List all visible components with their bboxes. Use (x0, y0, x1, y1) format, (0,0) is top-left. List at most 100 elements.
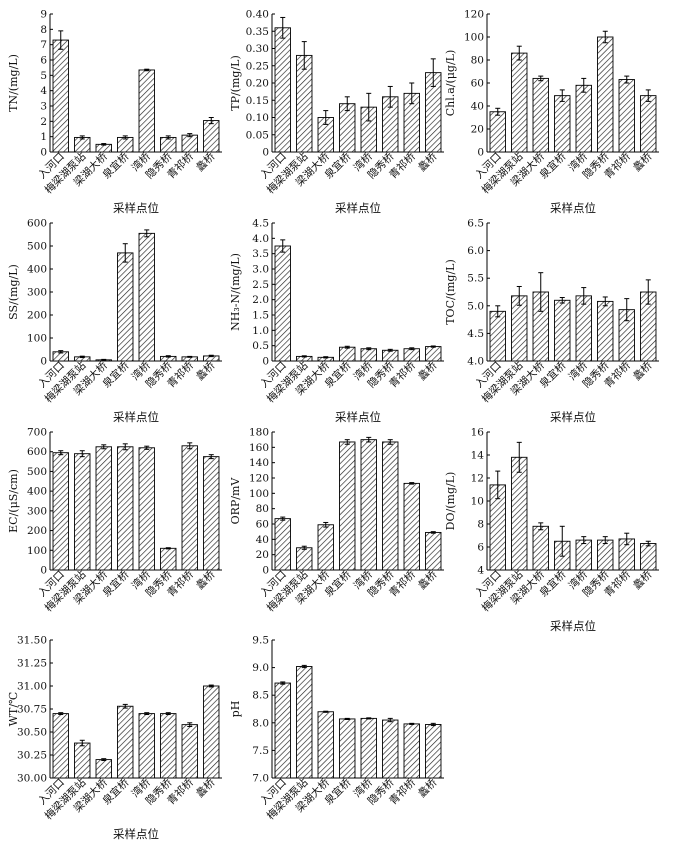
y-tick-label: 160 (249, 442, 269, 454)
chart-panel: 46810121416入河口梅梁湖泵站梁湖大桥泉宜桥湾桥隐秀桥青祁桥蠡桥DO/(… (444, 427, 659, 633)
bar (181, 724, 198, 779)
y-axis-label: TN/(mg/L) (7, 54, 20, 112)
y-tick-label: 7 (40, 39, 47, 51)
y-tick-label: 3.0 (252, 264, 269, 276)
y-tick-label: 200 (27, 525, 47, 537)
y-tick-label: 300 (27, 287, 47, 299)
y-tick-label: 0 (262, 565, 269, 577)
bar (296, 547, 313, 571)
y-tick-label: 120 (464, 9, 484, 21)
y-tick-label: 16 (471, 427, 485, 439)
y-tick-label: 0.05 (246, 129, 269, 141)
y-tick-label: 30.00 (17, 773, 47, 785)
x-tick-label: 蠡桥 (193, 776, 217, 800)
y-tick-label: 0.10 (246, 112, 269, 124)
chart-panel: 0123456789入河口梅梁湖泵站梁湖大桥泉宜桥湾桥隐秀桥青祁桥蠡桥TN/(m… (7, 9, 222, 215)
bar (575, 84, 592, 153)
bar (382, 719, 399, 779)
bar (117, 705, 134, 779)
y-tick-label: 400 (27, 486, 47, 498)
chart-panel: 7.07.58.08.59.09.5入河口梅梁湖泵站梁湖大桥泉宜桥湾桥隐秀桥青祁… (229, 635, 444, 822)
bar (160, 136, 177, 153)
bar (74, 742, 91, 779)
bar (203, 456, 220, 571)
y-axis-label: NH₃-N/(mg/L) (229, 253, 242, 331)
y-tick-label: 5 (40, 70, 47, 82)
x-tick-label: 蠡桥 (193, 359, 217, 383)
bar (403, 482, 420, 571)
y-axis-label: SS/(mg/L) (7, 264, 20, 320)
y-tick-label: 2.5 (252, 279, 269, 291)
y-tick-label: 0.15 (246, 95, 269, 107)
y-tick-label: 8 (40, 24, 47, 36)
y-tick-label: 3 (40, 101, 47, 113)
y-tick-label: 30.25 (17, 750, 47, 762)
x-axis-label: 采样点位 (550, 619, 596, 633)
y-tick-label: 0 (262, 356, 269, 368)
bar (117, 136, 134, 153)
chart-panel: 00.51.01.52.02.53.03.54.04.5入河口梅梁湖泵站梁湖大桥… (229, 218, 444, 424)
y-tick-label: 80 (471, 55, 484, 67)
y-tick-label: 600 (27, 218, 47, 230)
chart-panel: 020406080100120140160180入河口梅梁湖泵站梁湖大桥泉宜桥湾… (229, 427, 444, 614)
chart-panel: 4.04.55.05.56.06.5入河口梅梁湖泵站梁湖大桥泉宜桥湾桥隐秀桥青祁… (444, 218, 659, 424)
bar (274, 27, 291, 153)
bar (52, 39, 69, 153)
bar (138, 713, 155, 779)
y-tick-label: 180 (249, 427, 269, 439)
y-tick-label: 8.5 (252, 690, 269, 702)
x-tick-label: 蠡桥 (193, 150, 217, 174)
bar (425, 531, 442, 571)
x-tick-label: 蠡桥 (193, 568, 217, 592)
bar (160, 547, 177, 571)
bar (74, 453, 91, 571)
y-tick-label: 4 (40, 85, 47, 97)
y-tick-label: 6.0 (467, 245, 484, 257)
bar (640, 543, 657, 571)
y-tick-label: 1.5 (252, 310, 269, 322)
bar (597, 539, 614, 571)
bar (274, 518, 291, 571)
y-axis-label: EC/(μS/cm) (7, 469, 20, 533)
bar (489, 111, 506, 153)
y-tick-label: 700 (27, 427, 47, 439)
bar (52, 452, 69, 571)
bar (296, 54, 313, 153)
y-tick-label: 31.50 (17, 635, 47, 647)
bar (403, 723, 420, 779)
y-tick-label: 20 (256, 549, 269, 561)
bar (532, 525, 549, 571)
y-axis-label: pH (229, 701, 242, 718)
y-tick-label: 500 (27, 241, 47, 253)
x-tick-label: 蠡桥 (630, 568, 654, 592)
bar (181, 134, 198, 153)
y-tick-label: 200 (27, 310, 47, 322)
y-tick-label: 9.0 (252, 662, 269, 674)
bar (597, 36, 614, 153)
y-tick-label: 60 (256, 519, 269, 531)
bar (339, 718, 356, 779)
bar (317, 524, 334, 571)
bar (554, 95, 571, 153)
y-tick-label: 100 (249, 488, 269, 500)
y-tick-label: 8.0 (252, 717, 269, 729)
chart-panel: 0100200300400500600入河口梅梁湖泵站梁湖大桥泉宜桥湾桥隐秀桥青… (7, 218, 222, 424)
bar (575, 539, 592, 571)
bar (95, 759, 112, 779)
x-axis-label: 采样点位 (550, 410, 596, 424)
y-tick-label: 0.20 (246, 78, 269, 90)
bar (203, 120, 220, 153)
bar (382, 441, 399, 571)
y-tick-label: 0 (40, 565, 47, 577)
x-axis-label: 采样点位 (113, 827, 159, 841)
y-tick-label: 7.0 (252, 773, 269, 785)
y-tick-label: 300 (27, 505, 47, 517)
y-tick-label: 0 (40, 147, 47, 159)
bar (339, 441, 356, 571)
y-tick-label: 500 (27, 466, 47, 478)
y-tick-label: 80 (256, 503, 269, 515)
bar (117, 252, 134, 362)
y-tick-label: 2 (40, 116, 47, 128)
bar (339, 346, 356, 362)
bar (640, 95, 657, 153)
